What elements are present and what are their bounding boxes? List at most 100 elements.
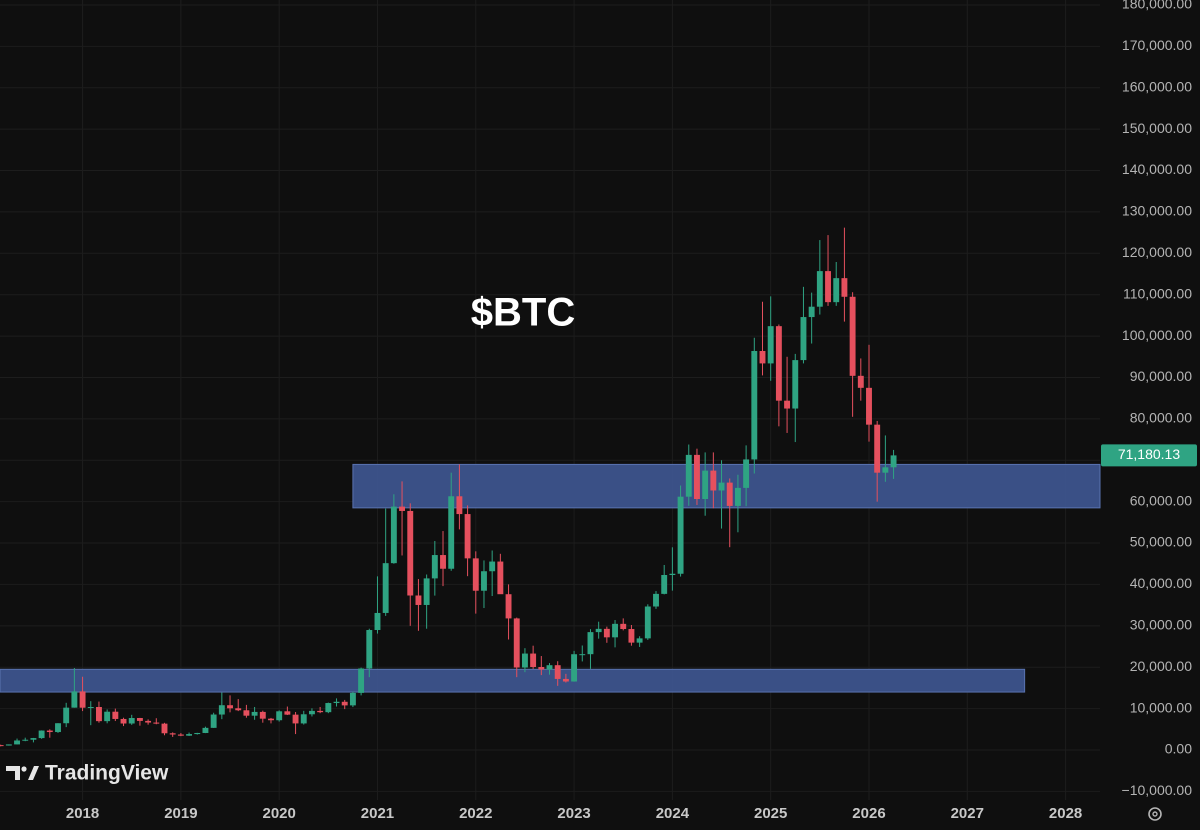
candle-body [177,734,184,736]
candle-body [374,612,381,631]
candle-body [104,711,111,722]
candle-body [317,710,324,713]
candle-body [46,730,53,733]
x-tick-label: 2023 [557,805,590,822]
candle-body [300,714,307,724]
candle-body [202,727,209,733]
candle-body [775,326,782,401]
y-tick-label: 40,000.00 [1130,575,1192,591]
candle-body [554,665,561,679]
candle-body [63,707,70,724]
candle-body [562,678,569,682]
x-tick-label: 2019 [164,805,197,822]
candle-body [644,606,651,639]
candle-body [472,558,479,591]
candle-body [653,593,659,607]
candle-body [759,350,766,364]
x-tick-label: 2021 [361,805,394,822]
gear-hub[interactable] [1152,811,1158,817]
candle-body [112,711,119,719]
watermark: TradingView [6,762,169,785]
candle-body [14,740,20,745]
y-tick-label: 60,000.00 [1130,492,1192,508]
candle-body [800,317,807,361]
candle-body [734,487,741,506]
y-tick-label: 170,000.00 [1122,37,1192,53]
y-tick-label: −10,000.00 [1122,782,1193,798]
candle-body [661,575,668,594]
x-tick-label: 2026 [852,805,885,822]
x-tick-label: 2018 [66,805,99,822]
candle-body [677,496,684,574]
candle-body [0,745,4,747]
candle-body [743,459,750,488]
last-price-label: 71,180.13 [1118,446,1180,462]
candle-body [79,691,86,708]
candle-body [489,561,496,572]
y-tick-label: 50,000.00 [1130,534,1192,550]
candle-body [251,711,258,716]
candle-body [718,482,725,491]
candle-body [136,718,143,721]
candle-body [825,271,831,303]
candle-body [96,706,102,722]
candle-body [120,718,127,724]
candle-body [571,654,578,682]
candle-body [833,278,840,303]
grid [0,0,1100,800]
candle-body [87,706,94,708]
candle-body [890,455,897,468]
candle-body [792,360,799,409]
last-price-box [1101,444,1197,467]
y-tick-label: 90,000.00 [1130,368,1192,384]
candle-body [5,744,12,746]
y-tick-label: 110,000.00 [1123,285,1192,301]
candle-body [169,733,176,735]
candle-body [808,306,815,318]
candle-body [440,555,446,569]
candle-body [784,400,791,409]
candle-body [349,692,356,706]
zones [0,463,1101,693]
candle-body [268,718,274,721]
candle-body [464,514,471,559]
candle-body [538,667,545,670]
support-zone [352,463,1101,509]
candle-body [30,738,37,740]
candle-body [366,630,373,669]
y-tick-label: 160,000.00 [1122,78,1192,94]
candle-body [710,470,717,491]
candle-body [882,467,889,473]
candle-body [161,723,168,734]
candle-body [341,701,348,706]
logo-mark [6,766,20,780]
candle-body [145,720,152,723]
y-tick-label: 80,000.00 [1130,410,1192,426]
candle-body [276,711,283,721]
watermark-text: TradingView [45,762,169,785]
candle-body [866,387,872,425]
candle-body [284,711,291,715]
settings-icon[interactable] [1148,807,1162,821]
y-tick-label: 10,000.00 [1130,699,1192,715]
candle-body [513,618,520,668]
candle-body [415,595,422,605]
y-tick-label: 180,000.00 [1122,0,1192,12]
candle-body [841,278,848,297]
x-tick-label: 2025 [754,805,787,822]
gear[interactable] [1148,807,1162,821]
candle-body [579,654,586,656]
candle-body [358,668,365,693]
candle-body [423,578,430,605]
candle-body [243,710,250,716]
candles [0,227,897,747]
candle-body [685,454,692,497]
candle-body [22,739,29,741]
y-tick-label: 0.00 [1165,741,1192,757]
candle-body [603,628,610,638]
candle-body [55,723,61,733]
candle-body [612,623,618,638]
x-tick-label: 2024 [656,805,690,822]
